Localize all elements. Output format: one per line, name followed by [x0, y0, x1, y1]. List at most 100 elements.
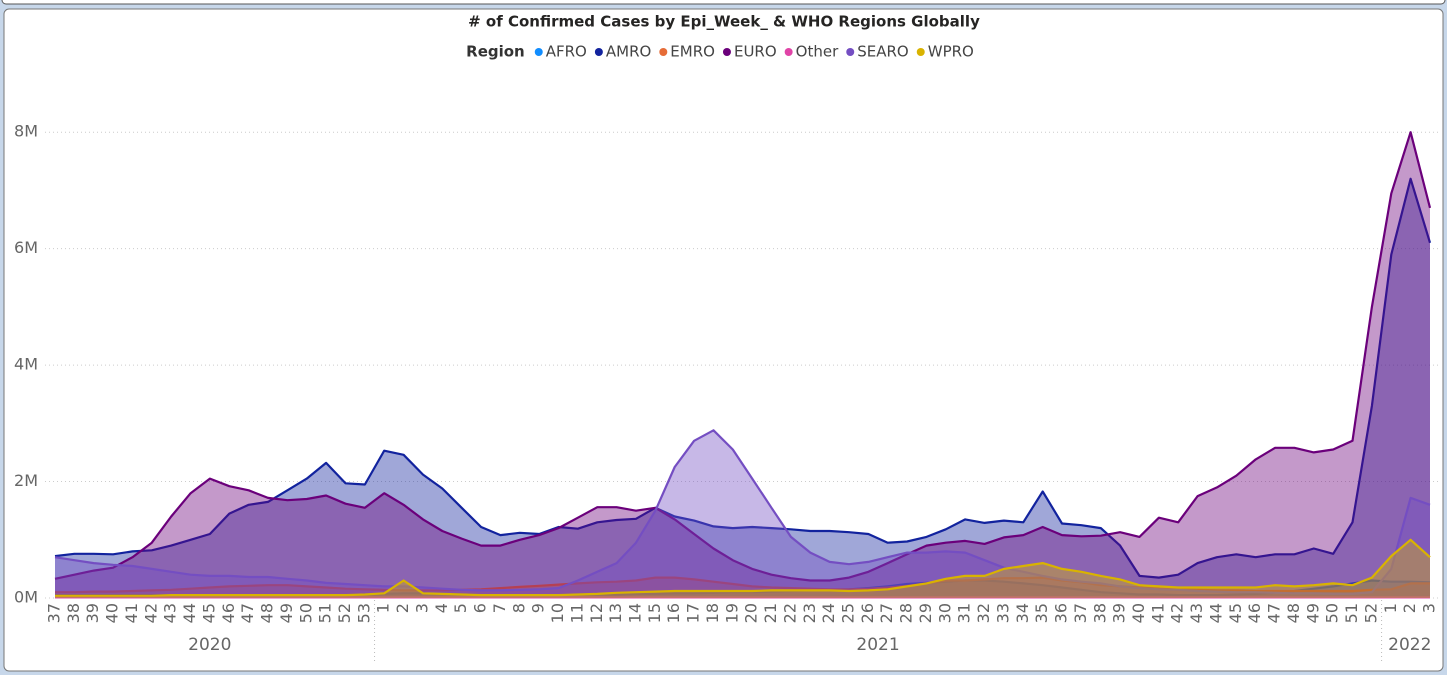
x-tick-label: 44	[1206, 603, 1225, 623]
legend-label: EMRO	[670, 43, 715, 61]
x-tick-label: 42	[141, 603, 160, 623]
x-tick-label: 9	[529, 603, 548, 613]
x-tick-label: 25	[839, 603, 858, 623]
x-tick-label: 30	[935, 603, 954, 623]
card	[3, 8, 1444, 672]
x-tick-label: 11	[567, 603, 586, 623]
x-tick-label: 47	[1265, 603, 1284, 623]
x-tick-label: 29	[916, 603, 935, 623]
x-tick-label: 13	[606, 603, 625, 623]
legend-marker	[659, 48, 668, 56]
x-tick-label: 50	[1323, 603, 1342, 623]
legend-marker	[722, 48, 731, 56]
x-tick-label: 52	[335, 603, 354, 623]
x-tick-label: 32	[974, 603, 993, 623]
legend-label: AMRO	[606, 43, 651, 61]
x-tick-label: 44	[180, 603, 199, 623]
x-tick-label: 28	[897, 603, 916, 623]
x-tick-label: 43	[1187, 603, 1206, 623]
y-tick-label: 2M	[14, 471, 38, 490]
chart-title: # of Confirmed Cases by Epi_Week_ & WHO …	[468, 13, 980, 31]
legend-marker	[916, 48, 925, 56]
x-tick-label: 4	[432, 603, 451, 613]
x-tick-label: 53	[354, 603, 373, 623]
legend-label: Other	[796, 43, 839, 61]
x-tick-label: 46	[1245, 603, 1264, 623]
x-tick-label: 21	[761, 603, 780, 623]
legend-label: EURO	[734, 43, 777, 61]
x-tick-label: 38	[64, 603, 83, 623]
y-tick-label: 4M	[14, 355, 38, 374]
x-tick-label: 23	[800, 603, 819, 623]
year-label: 2022	[1388, 635, 1431, 655]
x-tick-label: 52	[1361, 603, 1380, 623]
x-tick-label: 36	[1052, 603, 1071, 623]
x-tick-label: 41	[1148, 603, 1167, 623]
line	[54, 131, 1432, 582]
legend-marker	[594, 48, 603, 56]
x-tick-label: 49	[277, 603, 296, 623]
legend-label: WPRO	[928, 43, 974, 61]
x-tick-label: 14	[625, 603, 644, 623]
x-tick-label: 42	[1168, 603, 1187, 623]
x-tick-label: 2	[393, 603, 412, 613]
legend-marker	[846, 48, 855, 56]
line	[55, 538, 1431, 597]
x-tick-label: 12	[587, 603, 606, 623]
x-tick-label: 2	[1400, 603, 1419, 613]
x-tick-label: 38	[1090, 603, 1109, 623]
x-tick-label: 19	[722, 603, 741, 623]
year-label: 2021	[856, 635, 899, 655]
y-tick-label: 0M	[14, 588, 38, 607]
x-tick-label: 3	[412, 603, 431, 613]
x-tick-label: 50	[296, 603, 315, 623]
x-tick-label: 22	[780, 603, 799, 623]
x-tick-label: 45	[199, 603, 218, 623]
x-tick-label: 51	[1342, 603, 1361, 623]
x-tick-label: 45	[1226, 603, 1245, 623]
x-tick-label: 24	[819, 603, 838, 623]
line	[54, 177, 1432, 579]
x-tick-label: 16	[664, 603, 683, 623]
card-edge	[1, 0, 1446, 5]
x-tick-label: 40	[1129, 603, 1148, 623]
area	[55, 577, 1430, 598]
x-tick-label: 18	[703, 603, 722, 623]
x-tick-label: 39	[83, 603, 102, 623]
line	[55, 576, 1430, 594]
x-tick-label: 35	[1032, 603, 1051, 623]
x-tick-label: 47	[238, 603, 257, 623]
x-tick-label: 39	[1110, 603, 1129, 623]
x-tick-label: 1	[374, 603, 393, 613]
y-tick-label: 8M	[14, 122, 38, 141]
x-tick-label: 15	[645, 603, 664, 623]
x-tick-label: 33	[993, 603, 1012, 623]
x-tick-label: 20	[742, 603, 761, 623]
legend-marker	[534, 48, 543, 56]
legend-title: Region	[466, 43, 525, 61]
area	[55, 178, 1430, 599]
x-tick-label: 43	[161, 603, 180, 623]
x-tick-label: 41	[122, 603, 141, 623]
area	[55, 132, 1430, 598]
x-tick-label: 27	[877, 603, 896, 623]
x-tick-label: 51	[316, 603, 335, 623]
x-tick-label: 1	[1381, 603, 1400, 613]
legend-label: AFRO	[546, 43, 587, 61]
x-tick-label: 6	[471, 603, 490, 613]
x-tick-label: 31	[955, 603, 974, 623]
legend-marker	[784, 48, 793, 56]
x-tick-label: 37	[45, 603, 64, 623]
line	[54, 429, 1431, 595]
x-tick-label: 48	[1284, 603, 1303, 623]
x-tick-label: 48	[258, 603, 277, 623]
x-tick-label: 40	[103, 603, 122, 623]
x-tick-label: 46	[219, 603, 238, 623]
x-tick-label: 10	[548, 603, 567, 623]
x-tick-label: 26	[858, 603, 877, 623]
x-tick-label: 37	[1071, 603, 1090, 623]
area	[55, 539, 1430, 598]
x-tick-label: 3	[1420, 603, 1439, 613]
x-tick-label: 7	[490, 603, 509, 613]
